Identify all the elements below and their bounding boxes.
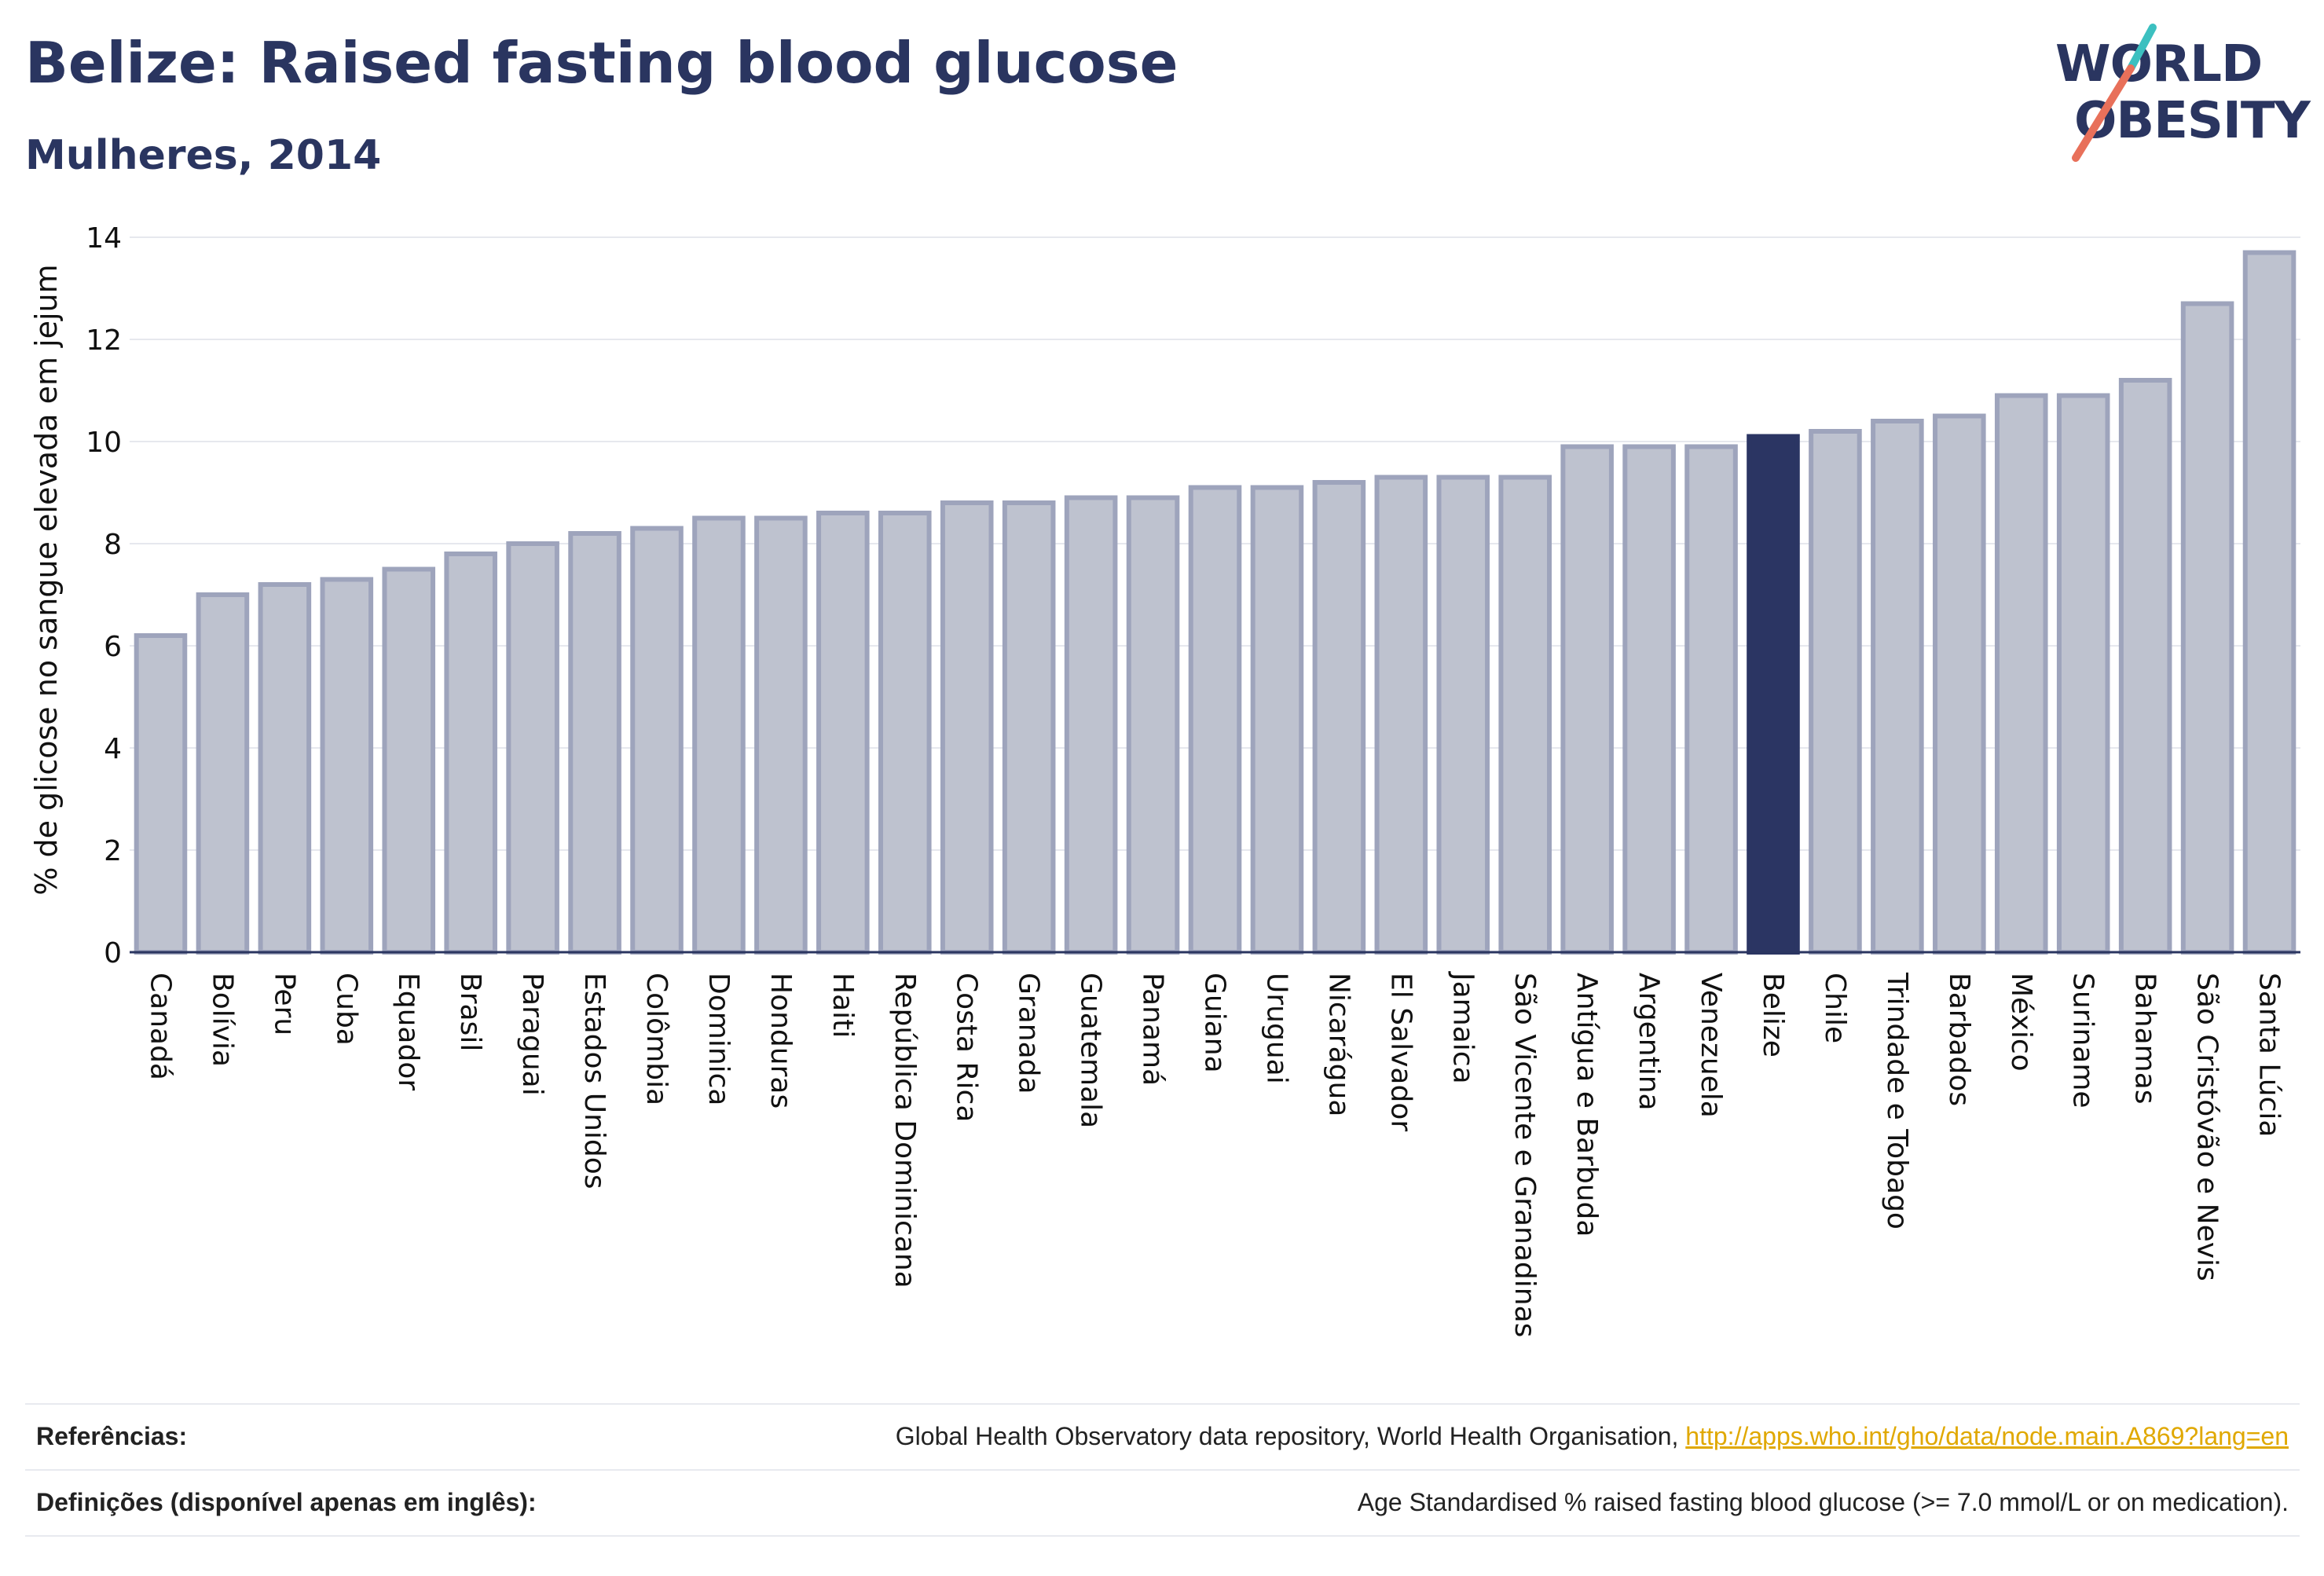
bar-guatemala[interactable] bbox=[1064, 495, 1118, 955]
axes: 0 2 4 6 8 10 12 14 Canadá Bolívia Peru Cuba Equador B… bbox=[86, 222, 2300, 1337]
x-tick-label: Estados Unidos bbox=[578, 973, 610, 1189]
bar-estados-unidos[interactable] bbox=[568, 531, 621, 955]
x-tick-label: Guatemala bbox=[1075, 973, 1107, 1128]
y-tick-label: 0 bbox=[104, 937, 122, 969]
bar-méxico[interactable] bbox=[1994, 393, 2048, 955]
bar-chile[interactable] bbox=[1809, 429, 1862, 955]
chart-subtitle: Mulheres, 2014 bbox=[25, 132, 382, 179]
bar-peru[interactable] bbox=[258, 582, 312, 955]
bar-santa-lúcia[interactable] bbox=[2242, 250, 2297, 955]
bar-suriname[interactable] bbox=[2056, 393, 2110, 955]
y-tick-label: 8 bbox=[104, 529, 122, 561]
bar-trindade-e-tobago[interactable] bbox=[1871, 419, 1924, 955]
bar-nicarágua[interactable] bbox=[1312, 480, 1366, 955]
x-tick-label: México bbox=[2005, 973, 2037, 1072]
bar-argentina[interactable] bbox=[1622, 444, 1676, 955]
bar-equador[interactable] bbox=[382, 566, 436, 955]
bar-são-vicente-e-granadinas[interactable] bbox=[1498, 475, 1552, 955]
bar-república-dominicana[interactable] bbox=[878, 511, 932, 955]
references-link[interactable]: http://apps.who.int/gho/data/node.main.A… bbox=[1685, 1422, 2289, 1450]
x-tick-label: Equador bbox=[392, 973, 424, 1090]
chart-title: Belize: Raised fasting blood glucose bbox=[25, 30, 1178, 96]
bar-panamá[interactable] bbox=[1126, 495, 1180, 955]
x-tick-label: Costa Rica bbox=[951, 973, 983, 1122]
bar-colômbia[interactable] bbox=[630, 526, 684, 955]
x-tick-label: Colômbia bbox=[640, 973, 673, 1105]
x-tick-label: Nicarágua bbox=[1322, 973, 1354, 1116]
bar-dominica[interactable] bbox=[692, 515, 746, 955]
references-value: Global Health Observatory data repositor… bbox=[896, 1422, 2289, 1451]
x-tick-label: Venezuela bbox=[1695, 973, 1727, 1118]
bar-brasil[interactable] bbox=[444, 552, 497, 955]
bar-chart: 0 2 4 6 8 10 12 14 Canadá Bolívia Peru Cuba Equador B… bbox=[29, 222, 2300, 1337]
x-tick-label: Bahamas bbox=[2129, 973, 2161, 1105]
bars bbox=[134, 250, 2297, 955]
world-obesity-logo[interactable]: WORLD OBESITY bbox=[2043, 20, 2311, 169]
x-tick-label: Barbados bbox=[1943, 973, 1975, 1106]
bar-venezuela[interactable] bbox=[1684, 444, 1738, 955]
x-tick-label: São Cristóvão e Nevis bbox=[2191, 973, 2223, 1281]
x-tick-label: Peru bbox=[268, 973, 300, 1035]
y-tick-label: 12 bbox=[86, 324, 122, 357]
definitions-value: Age Standardised % raised fasting blood … bbox=[1357, 1488, 2289, 1516]
x-tick-label: Chile bbox=[1819, 973, 1851, 1043]
bar-bolívia[interactable] bbox=[196, 592, 250, 955]
bar-antígua-e-barbuda[interactable] bbox=[1560, 444, 1614, 955]
x-tick-label: Guiana bbox=[1199, 973, 1231, 1073]
bar-canadá[interactable] bbox=[134, 633, 188, 955]
y-tick-label: 4 bbox=[104, 733, 122, 765]
y-tick-label: 14 bbox=[86, 222, 122, 255]
x-tick-label: Brasil bbox=[454, 973, 486, 1051]
x-tick-label: Haiti bbox=[827, 973, 859, 1038]
bar-honduras[interactable] bbox=[754, 515, 808, 955]
logo-word-world: WORLD bbox=[2055, 35, 2263, 93]
x-tick-label: Suriname bbox=[2067, 973, 2099, 1109]
bar-costa-rica[interactable] bbox=[940, 500, 994, 955]
bar-bahamas[interactable] bbox=[2118, 378, 2172, 955]
x-tick-label: Dominica bbox=[702, 973, 735, 1106]
definitions-label: Definições (disponível apenas em inglês)… bbox=[36, 1488, 537, 1516]
x-tick-label: República Dominicana bbox=[889, 973, 921, 1288]
references-row: Referências: Global Health Observatory d… bbox=[25, 1403, 2300, 1469]
x-tick-label: Jamaica bbox=[1446, 971, 1479, 1084]
x-tick-label: Belize bbox=[1757, 973, 1789, 1057]
bar-haiti[interactable] bbox=[816, 511, 870, 955]
x-tick-label: Trindade e Tobago bbox=[1881, 972, 1913, 1230]
bar-guiana[interactable] bbox=[1188, 485, 1242, 955]
bar-barbados[interactable] bbox=[1933, 413, 1986, 955]
x-tick-label: São Vicente e Granadinas bbox=[1508, 973, 1541, 1337]
references-text: Global Health Observatory data repositor… bbox=[895, 1422, 1686, 1450]
definitions-row: Definições (disponível apenas em inglês)… bbox=[25, 1469, 2300, 1537]
x-tick-label: Antígua e Barbuda bbox=[1571, 973, 1603, 1237]
x-tick-label: Uruguai bbox=[1260, 973, 1292, 1084]
y-tick-label: 10 bbox=[86, 427, 122, 459]
x-tick-label: Honduras bbox=[764, 973, 797, 1109]
x-tick-label: Santa Lúcia bbox=[2253, 973, 2286, 1137]
x-tick-label: Panamá bbox=[1137, 973, 1169, 1086]
bar-el-salvador[interactable] bbox=[1374, 475, 1428, 955]
x-tick-label: Paraguai bbox=[516, 973, 548, 1096]
y-tick-label: 2 bbox=[104, 835, 122, 867]
x-tick-label: Argentina bbox=[1633, 973, 1665, 1111]
bar-paraguai[interactable] bbox=[506, 541, 559, 955]
bar-cuba[interactable] bbox=[320, 577, 374, 955]
logo-slash-icon bbox=[2072, 24, 2157, 162]
bar-são-cristóvão-e-nevis[interactable] bbox=[2180, 301, 2234, 955]
x-tick-label: El Salvador bbox=[1384, 973, 1417, 1131]
bar-uruguai[interactable] bbox=[1250, 485, 1304, 955]
references-label: Referências: bbox=[36, 1422, 188, 1450]
bar-belize[interactable] bbox=[1747, 434, 1800, 955]
x-tick-label: Bolívia bbox=[206, 973, 238, 1067]
bar-jamaica[interactable] bbox=[1436, 475, 1490, 955]
x-tick-label: Granada bbox=[1013, 973, 1045, 1094]
y-axis-label: % de glicose no sangue elevada em jejum bbox=[29, 264, 64, 895]
chart-footer: Referências: Global Health Observatory d… bbox=[25, 1403, 2300, 1537]
bar-granada[interactable] bbox=[1002, 500, 1056, 955]
x-tick-label: Cuba bbox=[330, 973, 362, 1046]
x-tick-label: Canadá bbox=[144, 973, 176, 1080]
y-tick-label: 6 bbox=[104, 631, 122, 663]
